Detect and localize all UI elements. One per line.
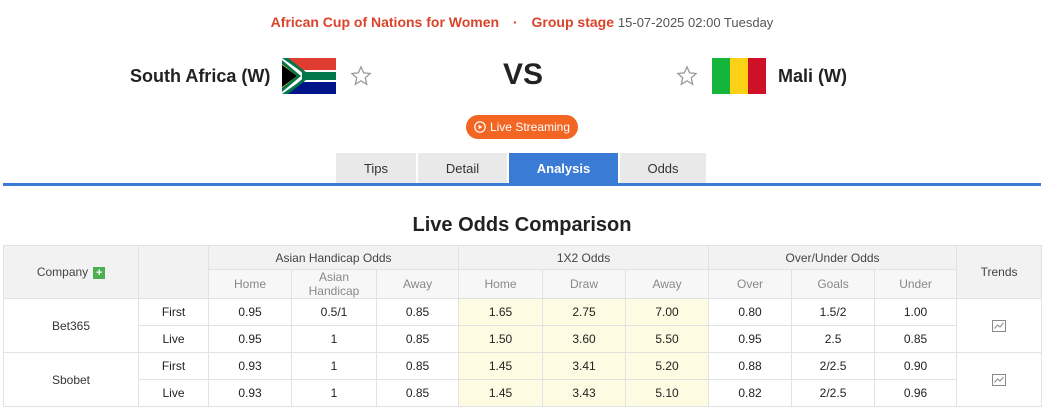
home-team-name[interactable]: South Africa (W) <box>130 65 271 86</box>
company-header: Company + <box>3 245 139 299</box>
x12-home-value[interactable]: 1.45 <box>458 379 544 407</box>
x12-home-header: Home <box>458 269 544 299</box>
x12-away-header: Away <box>625 269 710 299</box>
table-row: Live 0.93 1 0.85 1.45 3.43 5.10 0.82 2/2… <box>4 379 1042 407</box>
ou-over-value[interactable]: 0.80 <box>708 298 793 326</box>
tab-analysis[interactable]: Analysis <box>509 153 618 183</box>
stage-name[interactable]: Group stage <box>531 14 615 30</box>
ah-away-header: Away <box>375 269 460 299</box>
x12-home-value[interactable]: 1.50 <box>458 325 544 353</box>
x12-draw-value[interactable]: 3.43 <box>542 379 627 407</box>
match-header: African Cup of Nations for Women · Group… <box>0 14 1044 30</box>
ou-goals-value[interactable]: 2.5 <box>791 325 876 353</box>
x12-draw-header: Draw <box>542 269 627 299</box>
x12-home-value[interactable]: 1.45 <box>458 352 544 380</box>
x12-draw-value[interactable]: 3.41 <box>542 352 627 380</box>
away-team-name[interactable]: Mali (W) <box>778 65 847 86</box>
home-favorite-star-icon[interactable] <box>350 65 373 87</box>
ah-handicap-value[interactable]: 0.5/1 <box>291 298 377 326</box>
away-team: Mali (W) <box>676 56 847 96</box>
header-separator: · <box>512 14 518 30</box>
type-header <box>138 245 209 299</box>
match-tabs: Tips Detail Analysis Odds <box>336 153 706 183</box>
vs-label: VS <box>502 58 544 91</box>
play-circle-icon <box>474 121 486 133</box>
asian-handicap-header: Asian Handicap Odds <box>207 245 460 270</box>
tab-underline <box>3 183 1041 186</box>
ah-home-value[interactable]: 0.93 <box>208 379 292 407</box>
chart-trend-icon[interactable] <box>992 374 1007 387</box>
tab-tips[interactable]: Tips <box>336 153 416 183</box>
odds-type: First <box>138 352 209 380</box>
ah-handicap-value[interactable]: 1 <box>291 379 377 407</box>
south-africa-flag-icon <box>282 58 337 94</box>
league-name[interactable]: African Cup of Nations for Women <box>270 14 500 30</box>
x12-away-value[interactable]: 7.00 <box>625 298 710 326</box>
x12-header: 1X2 Odds <box>458 245 710 270</box>
ou-over-value[interactable]: 0.82 <box>708 379 793 407</box>
away-favorite-star-icon[interactable] <box>676 65 698 87</box>
live-streaming-button[interactable]: Live Streaming <box>466 115 578 139</box>
home-team: South Africa (W) <box>130 56 373 96</box>
chart-trend-icon[interactable] <box>992 320 1007 333</box>
section-title: Live Odds Comparison <box>412 214 632 236</box>
ou-goals-value[interactable]: 2/2.5 <box>791 379 876 407</box>
table-row: Sbobet First 0.93 1 0.85 1.45 3.41 5.20 … <box>3 352 1043 407</box>
over-under-header: Over/Under Odds <box>708 245 958 270</box>
ou-under-value[interactable]: 0.96 <box>874 379 958 407</box>
ah-away-value[interactable]: 0.85 <box>375 325 460 353</box>
trends-header: Trends <box>956 245 1043 299</box>
odds-comparison-table: Company + Asian Handicap Odds 1X2 Odds Ov… <box>3 245 1043 407</box>
x12-draw-value[interactable]: 2.75 <box>542 298 627 326</box>
table-row: Bet365 First 0.95 0.5/1 0.85 1.65 2.75 7… <box>3 298 1043 353</box>
x12-away-value[interactable]: 5.20 <box>625 352 710 380</box>
company-name[interactable]: Sbobet <box>3 352 139 407</box>
match-datetime: 15-07-2025 02:00 Tuesday <box>617 15 774 30</box>
ah-away-value[interactable]: 0.85 <box>375 379 460 407</box>
ah-home-header: Home <box>208 269 292 299</box>
odds-type: Live <box>138 379 209 407</box>
ah-away-value[interactable]: 0.85 <box>375 298 460 326</box>
ah-handicap-value[interactable]: 1 <box>291 325 377 353</box>
ah-home-value[interactable]: 0.95 <box>208 325 292 353</box>
ah-home-value[interactable]: 0.95 <box>208 298 292 326</box>
ou-over-header: Over <box>708 269 793 299</box>
ou-under-value[interactable]: 1.00 <box>874 298 958 326</box>
x12-away-value[interactable]: 5.50 <box>625 325 710 353</box>
company-header-label: Company <box>36 265 89 279</box>
x12-home-value[interactable]: 1.65 <box>458 298 544 326</box>
ou-under-header: Under <box>874 269 958 299</box>
ou-goals-header: Goals <box>791 269 876 299</box>
x12-away-value[interactable]: 5.10 <box>625 379 710 407</box>
ah-handicap-value[interactable]: 1 <box>291 352 377 380</box>
plus-icon[interactable]: + <box>93 266 106 279</box>
tab-detail[interactable]: Detail <box>418 153 507 183</box>
ou-under-value[interactable]: 0.90 <box>874 352 958 380</box>
ah-handicap-header: Asian Handicap <box>291 269 377 299</box>
ou-over-value[interactable]: 0.95 <box>708 325 793 353</box>
ou-goals-value[interactable]: 1.5/2 <box>791 298 876 326</box>
ah-away-value[interactable]: 0.85 <box>375 352 460 380</box>
ou-goals-value[interactable]: 2/2.5 <box>791 352 876 380</box>
live-streaming-label: Live Streaming <box>489 120 571 134</box>
tab-odds[interactable]: Odds <box>620 153 706 183</box>
ou-under-value[interactable]: 0.85 <box>874 325 958 353</box>
trends-cell <box>956 352 1043 407</box>
table-row: Live 0.95 1 0.85 1.50 3.60 5.50 0.95 2.5… <box>4 325 1042 353</box>
ou-over-value[interactable]: 0.88 <box>708 352 793 380</box>
company-name[interactable]: Bet365 <box>3 298 139 353</box>
mali-flag-icon <box>712 58 766 94</box>
odds-type: Live <box>138 325 209 353</box>
odds-type: First <box>138 298 209 326</box>
x12-draw-value[interactable]: 3.60 <box>542 325 627 353</box>
trends-cell <box>956 298 1043 353</box>
ah-home-value[interactable]: 0.93 <box>208 352 292 380</box>
